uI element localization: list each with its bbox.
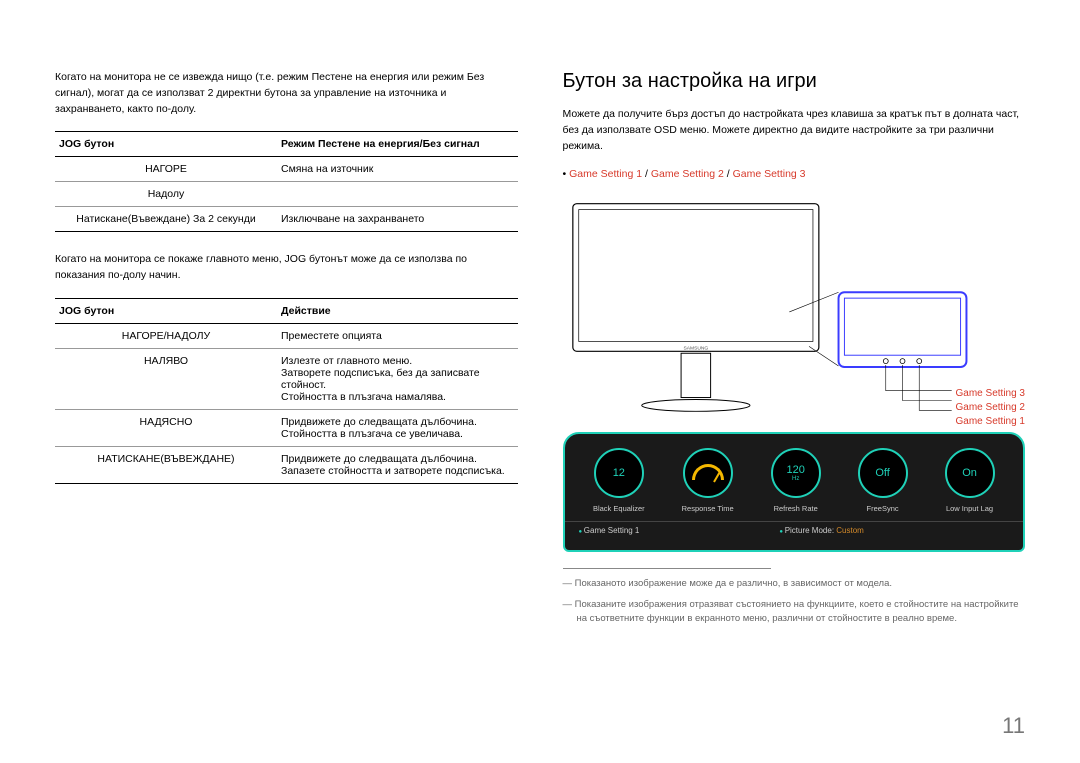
footnote-2: ― Показаните изображения отразяват състо… [563,598,1026,627]
t2-r1-c2: Излезте от главното меню. Затворете подс… [277,348,518,409]
osd-picture-mode: Picture Mode: Custom [779,526,863,535]
footnote-1: ― Показаното изображение може да е разли… [563,577,1026,591]
section-title: Бутон за настройка на игри [563,70,1026,93]
t1-h1: JOG бутон [55,132,277,157]
osd-panel: 12 Black Equalizer Response Time 120Hz R… [563,432,1026,552]
table-row: НАГОРЕ/НАДОЛУ Преместете опцията [55,323,518,348]
osd-mode-indicator: Game Setting 1 [579,526,640,535]
intro-para-1: Когато на монитора не се извежда нищо (т… [55,70,518,117]
t2-r3-c2: Придвижете до следващата дълбочина. Запа… [277,446,518,483]
t2-r2-c2: Придвижете до следващата дълбочина. Стой… [277,409,518,446]
dial-black-equalizer: 12 Black Equalizer [593,448,645,513]
t2-h2: Действие [277,298,518,323]
table-row: Надолу [55,182,518,207]
right-column: Бутон за настройка на игри Можете да пол… [563,70,1026,632]
page-number: 11 [1002,713,1025,739]
intro-para-2: Когато на монитора се покаже главното ме… [55,252,518,284]
table-row: НАТИСКАНЕ(ВЪВЕЖДАНЕ) Придвижете до следв… [55,446,518,483]
jog-table-2: JOG бутон Действие НАГОРЕ/НАДОЛУ Премест… [55,298,518,484]
footnote-rule [563,568,771,569]
t2-h1: JOG бутон [55,298,277,323]
osd-dials: 12 Black Equalizer Response Time 120Hz R… [565,448,1024,513]
jog-table-1: JOG бутон Режим Пестене на енергия/Без с… [55,131,518,232]
section-para: Можете да получите бърз достъп до настро… [563,107,1026,154]
table-row: НАГОРЕ Смяна на източник [55,157,518,182]
table-row: НАДЯСНО Придвижете до следващата дълбочи… [55,409,518,446]
dial-low-input-lag: On Low Input Lag [945,448,995,513]
dial-freesync: Off FreeSync [858,448,908,513]
dial-response-time: Response Time [682,448,734,513]
svg-text:SAMSUNG: SAMSUNG [683,346,708,352]
table-row: Натискане(Въвеждане) За 2 секунди Изключ… [55,207,518,232]
dial-refresh-rate: 120Hz Refresh Rate [771,448,821,513]
left-column: Когато на монитора не се извежда нищо (т… [55,70,518,632]
osd-footer: Game Setting 1 Picture Mode: Custom [565,521,1024,539]
table-row: НАЛЯВО Излезте от главното меню. Затворе… [55,348,518,409]
monitor-diagram: SAMSUNG Game Setting 3 Game Setting 2 Ga… [563,192,1026,422]
diagram-legend: Game Setting 3 Game Setting 2 Game Setti… [956,387,1025,429]
t1-h2: Режим Пестене на енергия/Без сигнал [277,132,518,157]
game-setting-bullet: Game Setting 1 / Game Setting 2 / Game S… [563,168,1026,180]
